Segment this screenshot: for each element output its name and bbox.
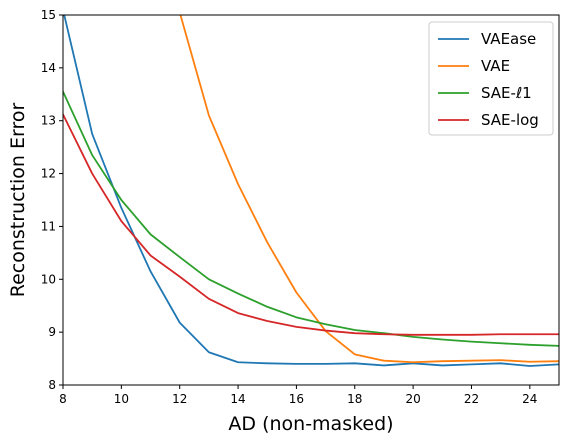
- x-tick-label: 18: [347, 392, 362, 406]
- y-tick-label: 8: [48, 378, 56, 392]
- y-tick-label: 12: [41, 167, 56, 181]
- x-tick-label: 12: [172, 392, 187, 406]
- series-line-2: [179, 15, 559, 364]
- y-tick-label: 10: [41, 272, 56, 286]
- series-line-1: [63, 15, 559, 367]
- y-tick-label: 9: [48, 325, 56, 339]
- series-line-4: [63, 113, 559, 336]
- y-tick-label: 15: [41, 8, 56, 22]
- plot-layer: [63, 15, 559, 367]
- series-line-3: [63, 90, 559, 347]
- x-tick-label: 24: [522, 392, 537, 406]
- legend-label: SAE-log: [481, 111, 539, 129]
- y-tick-label: 13: [41, 114, 56, 128]
- x-axis-label: AD (non-masked): [228, 413, 393, 435]
- legend: VAEase VAE SAE-ℓ1 SAE-log: [428, 21, 554, 136]
- plot-frame: [62, 14, 560, 386]
- x-tick-label: 8: [59, 392, 67, 406]
- y-tick-label: 14: [41, 61, 56, 75]
- legend-label: VAE: [481, 57, 510, 75]
- x-tick-label: 16: [289, 392, 304, 406]
- legend-label: VAEase: [481, 30, 536, 48]
- legend-label: SAE-ℓ1: [481, 84, 532, 102]
- x-tick-label: 10: [114, 392, 129, 406]
- x-tick-label: 22: [464, 392, 479, 406]
- y-tick-label: 11: [41, 219, 56, 233]
- legend-box: [428, 21, 554, 136]
- x-tick-label: 20: [405, 392, 420, 406]
- x-tick-label: 14: [230, 392, 245, 406]
- y-axis-label: Reconstruction Error: [7, 103, 29, 298]
- axes-layer: 8 10 12 14 16 18 20 22 24 8 9 10 11 12 13 14 15: [41, 8, 560, 406]
